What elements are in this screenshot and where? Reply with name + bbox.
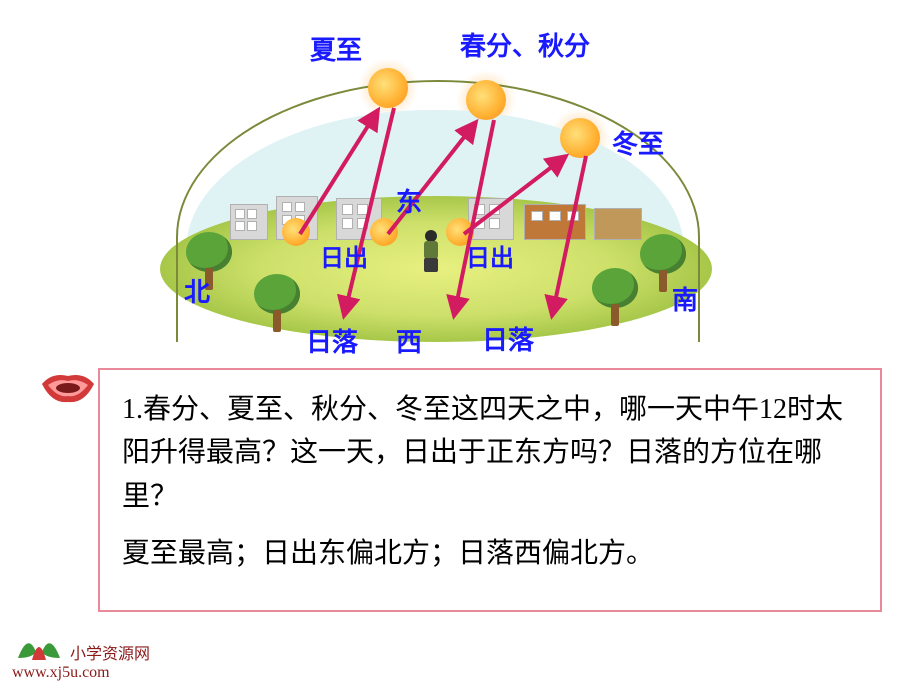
- sun-xiazhi: [368, 68, 408, 108]
- sun-dongzhi: [560, 118, 600, 158]
- label-dongzhi: 冬至: [612, 124, 664, 161]
- label-dong: 东: [396, 182, 422, 219]
- label-richu-1: 日出: [320, 238, 368, 273]
- site-logo-icon: [12, 626, 66, 669]
- label-chunqiu: 春分、秋分: [460, 26, 590, 63]
- label-riluo-1: 日落: [306, 322, 358, 359]
- footer-site-name: 小学资源网: [70, 640, 150, 664]
- label-nan: 南: [672, 280, 698, 317]
- question-box: 1.春分、夏至、秋分、冬至这四天之中，哪一天中午12时太阳升得最高？这一天，日出…: [98, 368, 882, 612]
- slide-canvas: 夏至 春分、秋分 冬至 东 西 北 南 日出 日出 日落 日落 1.春分、夏至、…: [0, 0, 920, 690]
- dome-outline: [176, 80, 700, 342]
- question-text: 1.春分、夏至、秋分、冬至这四天之中，哪一天中午12时太阳升得最高？这一天，日出…: [122, 388, 858, 518]
- sun-rise: [282, 218, 310, 246]
- footer-site-url: www.xj5u.com: [12, 664, 110, 682]
- label-riluo-2: 日落: [482, 320, 534, 357]
- sun-rise: [370, 218, 398, 246]
- answer-text: 夏至最高；日出东偏北方；日落西偏北方。: [122, 532, 858, 577]
- label-bei: 北: [184, 272, 210, 309]
- label-xiazhi: 夏至: [310, 30, 362, 67]
- mouth-icon: [38, 370, 98, 406]
- person-icon: [422, 230, 440, 272]
- label-richu-2: 日出: [466, 238, 514, 273]
- sun-chunqiu: [466, 80, 506, 120]
- label-xi: 西: [396, 322, 422, 359]
